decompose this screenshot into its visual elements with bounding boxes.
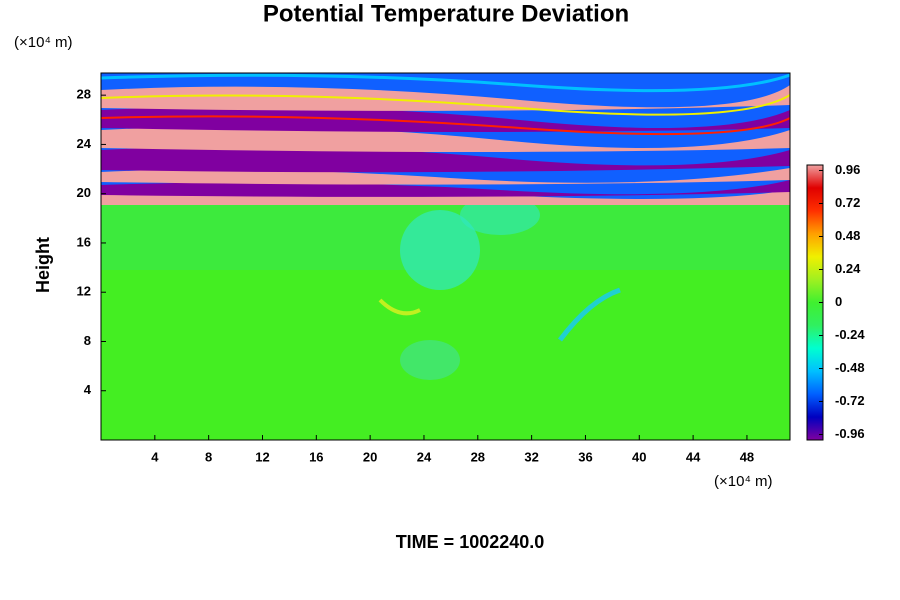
y-tick-label: 12 <box>77 284 91 299</box>
x-tick-label: 48 <box>740 449 754 464</box>
x-unit: (×10⁴ m) <box>714 473 773 490</box>
colorbar-tick-label: -0.24 <box>835 327 865 342</box>
field-plume <box>400 340 460 380</box>
x-tick-label: 44 <box>686 449 701 464</box>
y-tick-label: 16 <box>77 234 91 249</box>
x-tick-label: 8 <box>205 449 212 464</box>
field-layer <box>101 180 790 197</box>
colorbar-tick-label: -0.48 <box>835 360 865 375</box>
footer-time: TIME = 1002240.0 <box>396 532 545 552</box>
x-tick-label: 40 <box>632 449 646 464</box>
x-tick-label: 36 <box>578 449 592 464</box>
field-layer <box>101 146 790 173</box>
field-streak <box>558 287 621 342</box>
y-tick-label: 20 <box>77 185 91 200</box>
field-contour <box>101 73 790 93</box>
y-tick-label: 24 <box>77 136 92 151</box>
y-unit: (×10⁴ m) <box>14 34 73 51</box>
field-contour <box>101 115 790 136</box>
plot-frame <box>100 72 791 441</box>
y-tick-label: 28 <box>77 87 91 102</box>
x-tick-label: 4 <box>151 449 159 464</box>
colorbar-tick-label: 0.48 <box>835 228 860 243</box>
field-layer <box>101 126 790 152</box>
colorbar-tick-label: 0.96 <box>835 162 860 177</box>
x-tick-label: 16 <box>309 449 323 464</box>
x-tick-label: 28 <box>471 449 485 464</box>
colorbar-tick-label: 0.72 <box>835 195 860 210</box>
colorbar-tick-label: 0.24 <box>835 261 861 276</box>
colorbar-tick-label: 0 <box>835 294 842 309</box>
field-layer <box>101 85 790 111</box>
x-tick-label: 12 <box>255 449 269 464</box>
field-contour <box>101 94 790 116</box>
x-tick-label: 32 <box>524 449 538 464</box>
y-tick-label: 8 <box>84 333 91 348</box>
field-streak <box>378 298 421 316</box>
y-axis-label: Height <box>33 237 53 293</box>
chart-title: Potential Temperature Deviation <box>263 0 629 27</box>
field-layer <box>101 106 790 132</box>
x-tick-label: 24 <box>417 449 432 464</box>
y-tick-label: 4 <box>84 382 92 397</box>
colorbar-tick-label: -0.72 <box>835 393 865 408</box>
field <box>101 73 790 440</box>
field-plume <box>400 210 480 290</box>
field-layer <box>101 168 790 185</box>
colorbar-tick-label: -0.96 <box>835 426 865 441</box>
x-tick-label: 20 <box>363 449 377 464</box>
